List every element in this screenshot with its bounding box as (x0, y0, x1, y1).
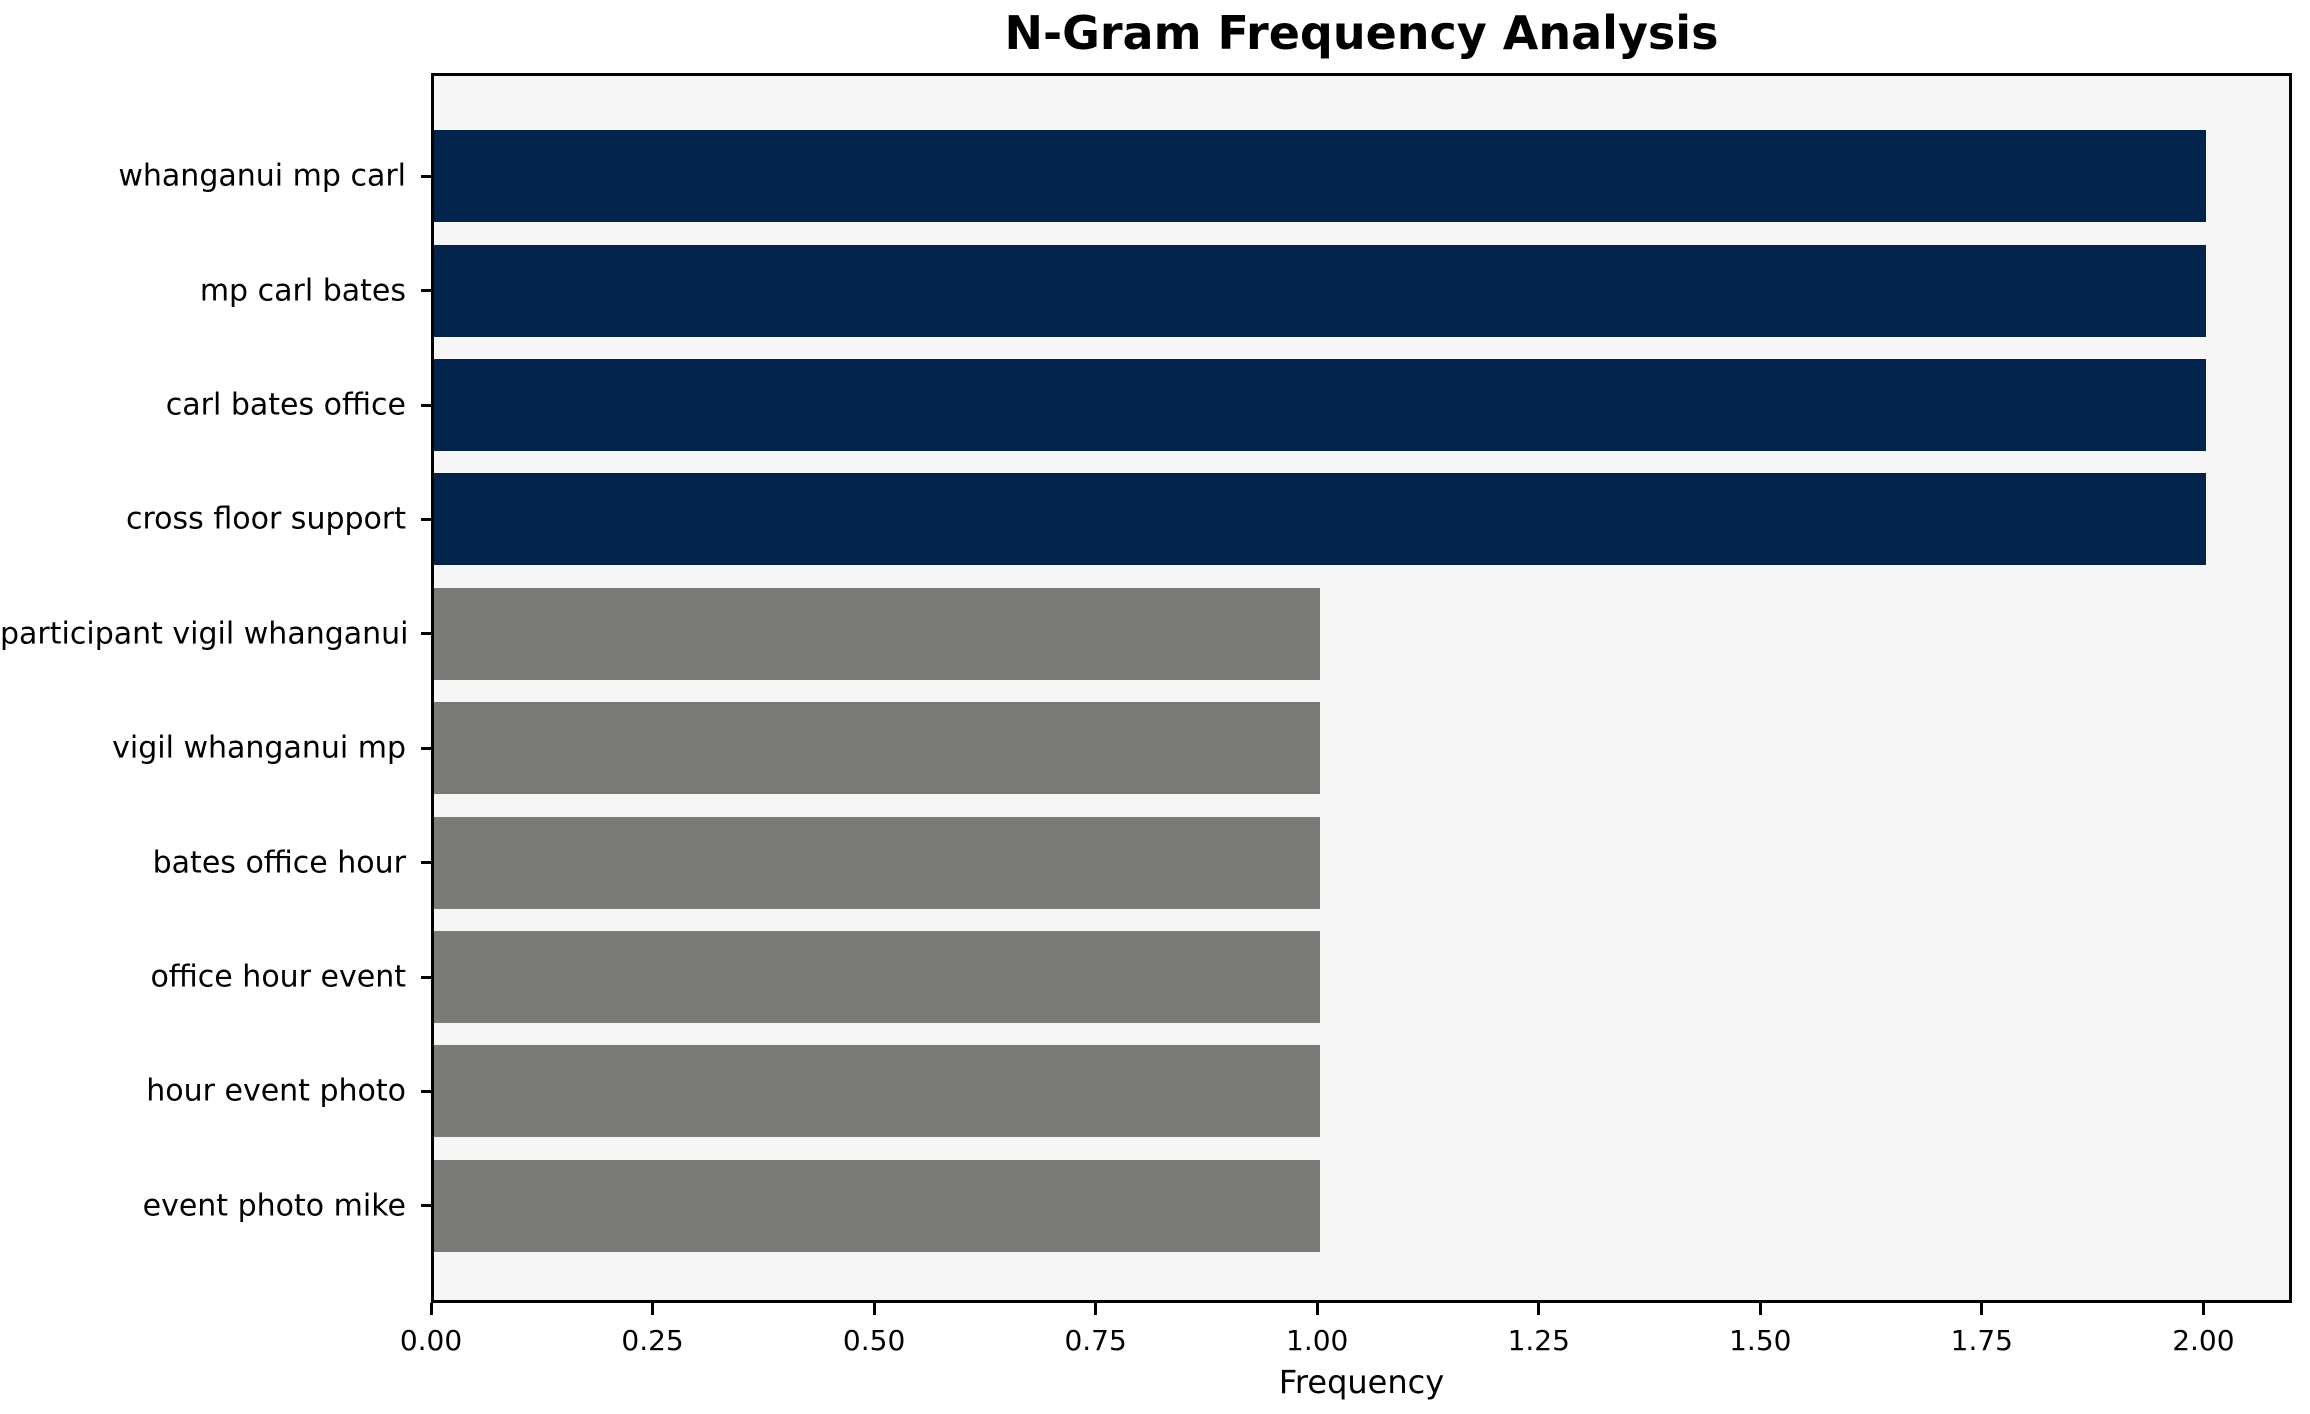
bar-event-photo-mike (434, 1159, 1321, 1252)
y-tick-mark (421, 517, 431, 521)
y-tick-mark (421, 403, 431, 407)
x-axis-label: Frequency (1278, 1363, 1445, 1401)
bar-vigil-whanganui-mp (434, 702, 1321, 795)
y-tick-label: bates office hour (152, 845, 406, 881)
y-tick-label: office hour event (150, 959, 406, 995)
bar-carl-bates-office (434, 359, 2207, 451)
plot-area (431, 73, 2292, 1303)
x-tick-mark (872, 1303, 876, 1315)
x-tick-label: 0.75 (1064, 1324, 1127, 1357)
y-tick-mark (421, 861, 431, 865)
bar-hour-event-photo (434, 1045, 1321, 1138)
bar-whanganui-mp-carl (434, 130, 2207, 223)
bar-participant-vigil-whanganui (434, 587, 1321, 680)
x-tick-label: 1.25 (1507, 1324, 1570, 1357)
y-tick-mark (421, 1089, 431, 1093)
bar-bates-office-hour (434, 816, 1321, 909)
y-tick-mark (421, 289, 431, 293)
bar-mp-carl-bates (434, 244, 2207, 337)
x-tick-mark (651, 1303, 655, 1315)
y-tick-mark (421, 174, 431, 178)
y-tick-label: vigil whanganui mp (112, 730, 406, 766)
y-tick-mark (421, 632, 431, 636)
y-tick-label: carl bates office (165, 387, 406, 423)
y-tick-label: whanganui mp carl (118, 158, 406, 194)
x-tick-mark (1980, 1303, 1984, 1315)
x-tick-label: 1.50 (1729, 1324, 1792, 1357)
y-tick-mark (421, 975, 431, 979)
x-tick-mark (1094, 1303, 1098, 1315)
x-tick-label: 1.00 (1286, 1324, 1349, 1357)
x-tick-label: 0.25 (621, 1324, 684, 1357)
x-tick-label: 2.00 (2172, 1324, 2235, 1357)
y-tick-label: cross floor support (126, 501, 406, 537)
chart-title: N-Gram Frequency Analysis (1004, 6, 1719, 60)
bar-cross-floor-support (434, 473, 2207, 566)
x-tick-label: 0.00 (399, 1324, 463, 1357)
y-tick-label: mp carl bates (199, 273, 406, 309)
x-tick-mark (1315, 1303, 1319, 1315)
y-tick-mark (421, 1204, 431, 1208)
y-tick-label: hour event photo (146, 1073, 406, 1109)
y-tick-label: event photo mike (142, 1188, 406, 1224)
bar-office-hour-event (434, 931, 1321, 1023)
x-tick-mark (2201, 1303, 2205, 1315)
y-tick-mark (421, 746, 431, 750)
x-tick-label: 1.75 (1950, 1324, 2013, 1357)
x-tick-label: 0.50 (842, 1324, 906, 1357)
x-tick-mark (429, 1303, 433, 1315)
x-tick-mark (1537, 1303, 1541, 1315)
x-tick-mark (1758, 1303, 1762, 1315)
y-tick-label: participant vigil whanganui (0, 616, 409, 652)
